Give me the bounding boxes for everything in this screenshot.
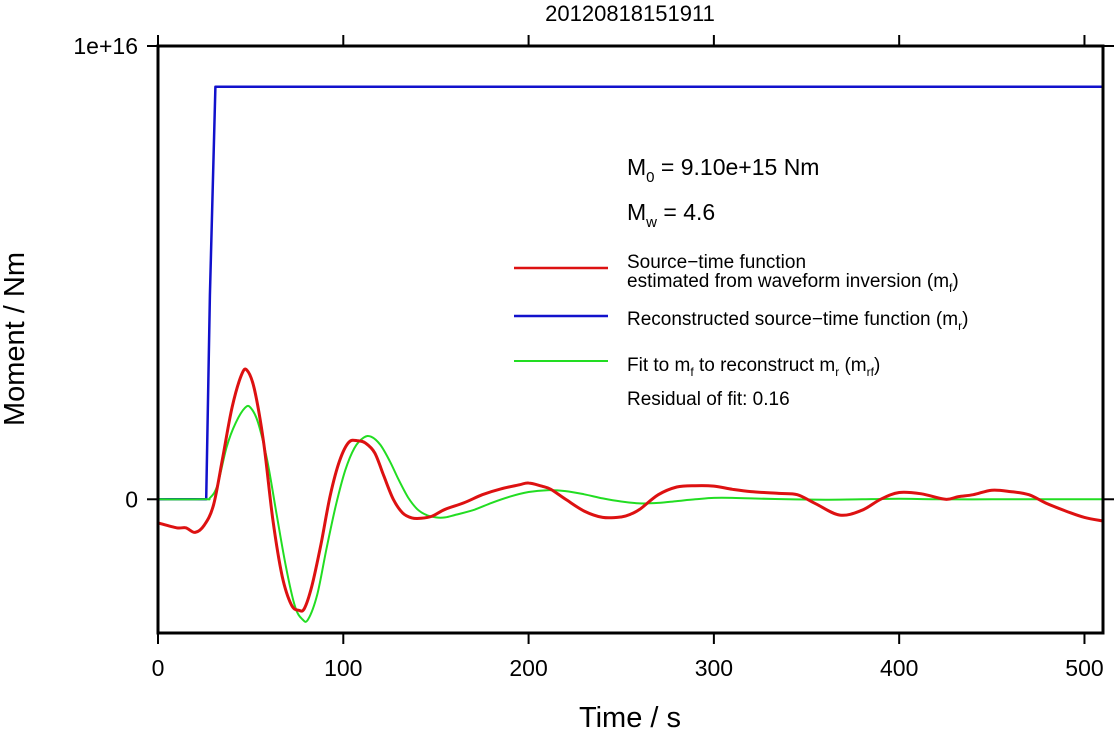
y-tick-label: 0 [125,486,138,512]
y-axis-label: Moment / Nm [0,252,31,426]
x-tick-label: 100 [324,655,362,681]
mw-annotation: Mw = 4.6 [627,199,715,231]
legend-label-mf-line2: estimated from waveform inversion (mf) [627,271,959,295]
x-tick-label: 200 [509,655,547,681]
x-tick-label: 400 [880,655,918,681]
ticks-group: 0 100 200 300 400 500 0 1e+16 [73,33,1114,681]
x-tick-label: 500 [1065,655,1103,681]
x-tick-label: 0 [152,655,165,681]
legend: Source−time function estimated from wave… [514,252,968,410]
y-tick-label: 1e+16 [73,33,138,59]
x-tick-label: 300 [695,655,733,681]
m0-annotation: M0 = 9.10e+15 Nm [627,154,819,186]
plot-frame [156,44,1105,635]
series-group [157,85,1104,623]
legend-label-mr: Reconstructed source−time function (mr) [627,309,968,333]
series-line-mf [157,367,1104,613]
legend-label-mrf: Fit to mf to reconstruct mr (mrf) [627,355,880,379]
series-line-mr [158,85,1103,501]
residual-annotation: Residual of fit: 0.16 [627,389,790,410]
chart-title: 20120818151911 [545,1,715,26]
x-axis-label: Time / s [579,702,681,734]
legend-label-mf-line1: Source−time function [627,252,806,273]
